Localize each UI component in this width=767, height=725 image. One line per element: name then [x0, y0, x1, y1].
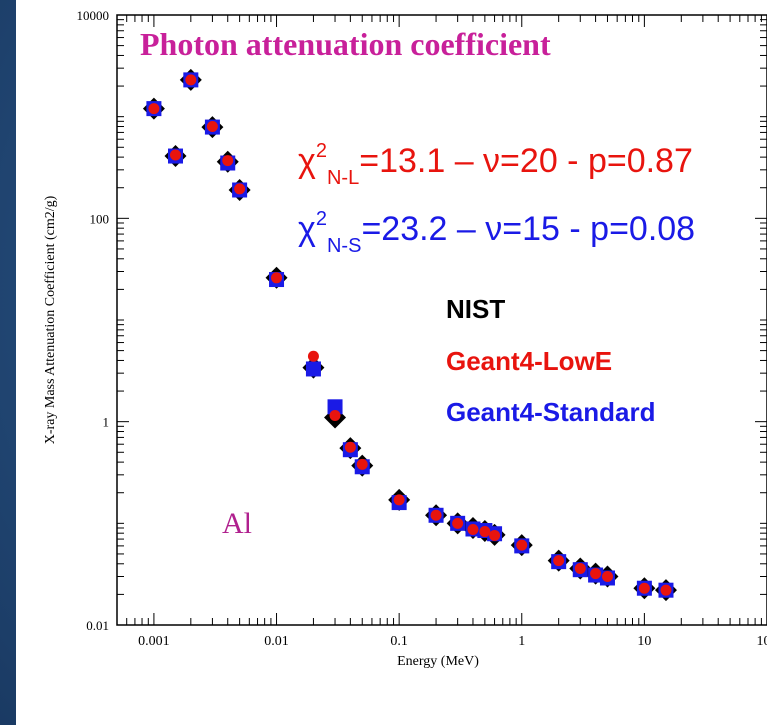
point-geant4-lowe	[452, 517, 464, 529]
point-geant4-standard	[305, 361, 321, 377]
point-geant4-lowe	[148, 103, 160, 115]
y-tick-label: 1	[103, 415, 110, 430]
point-geant4-lowe	[329, 409, 341, 421]
point-geant4-lowe	[479, 526, 491, 538]
point-geant4-lowe	[170, 149, 182, 161]
x-tick-label: 0.1	[390, 634, 408, 649]
chi-superscript: 2	[316, 140, 327, 162]
stat-text: =13.1 – ν=20 - p=0.87	[359, 142, 693, 180]
point-geant4-lowe	[574, 562, 586, 574]
point-geant4-lowe	[234, 183, 246, 195]
x-tick-label: 0.001	[138, 634, 170, 649]
svg-text:χ2N-L=13.1 – ν=20 - p=0.87: χ2N-L=13.1 – ν=20 - p=0.87	[298, 140, 693, 189]
point-geant4-standard	[327, 399, 343, 415]
y-tick-label: 100	[90, 211, 110, 226]
y-tick-label: 0.01	[86, 618, 109, 633]
point-geant4-lowe	[356, 458, 368, 470]
chi-square-stat-ns: χ2N-S=23.2 – ν=15 - p=0.08	[298, 208, 695, 257]
point-geant4-lowe	[660, 584, 672, 596]
point-geant4-lowe	[553, 555, 565, 567]
element-label: Al	[222, 507, 252, 540]
x-tick-label: 100	[757, 634, 767, 649]
point-geant4-lowe	[467, 523, 479, 535]
x-tick-label: 0.01	[264, 634, 289, 649]
point-geant4-lowe	[344, 441, 356, 453]
x-tick-label: 1	[518, 634, 525, 649]
point-geant4-lowe	[430, 509, 442, 521]
point-geant4-lowe	[393, 494, 405, 506]
axis-ticks	[116, 14, 767, 626]
y-axis-label: X-ray Mass Attenuation Coefficient (cm2/…	[43, 195, 58, 444]
point-geant4-lowe	[206, 121, 218, 133]
point-geant4-lowe	[590, 568, 602, 580]
point-geant4-lowe	[516, 539, 528, 551]
legend-item-geant4-lowe: Geant4-LowE	[446, 346, 612, 376]
point-geant4-lowe	[271, 272, 283, 284]
point-geant4-lowe	[489, 529, 501, 541]
y-tick-label: 10000	[77, 8, 110, 23]
legend-item-nist: NIST	[446, 294, 505, 324]
point-geant4-lowe	[638, 582, 650, 594]
chi-square-stat-nl: χ2N-L=13.1 – ν=20 - p=0.87	[298, 140, 693, 189]
svg-text:χ2N-S=23.2 – ν=15 - p=0.08: χ2N-S=23.2 – ν=15 - p=0.08	[298, 208, 695, 257]
attenuation-chart: 0.001 0.01 0.1 1 10 100 0.01 1 100 10000 X-ray Ma…	[43, 8, 767, 669]
data-points	[142, 68, 677, 602]
chi-symbol: χ	[298, 210, 316, 248]
tick-labels: 0.001 0.01 0.1 1 10 100 0.01 1 100 10000	[77, 8, 767, 649]
x-axis-label: Energy (MeV)	[397, 654, 479, 669]
point-geant4-lowe	[307, 350, 319, 362]
chi-symbol: χ	[298, 142, 316, 180]
point-geant4-lowe	[185, 74, 197, 86]
chi-subscript: N-L	[327, 167, 359, 189]
legend: NIST Geant4-LowE Geant4-Standard	[446, 294, 656, 427]
legend-item-geant4-standard: Geant4-Standard	[446, 397, 656, 427]
figure-panel: 0.001 0.01 0.1 1 10 100 0.01 1 100 10000 X-ray Ma…	[16, 0, 767, 725]
x-tick-label: 10	[637, 634, 651, 649]
point-geant4-lowe	[601, 570, 613, 582]
plot-frame	[116, 14, 767, 626]
chi-subscript: N-S	[327, 235, 361, 257]
chart-title: Photon attenuation coefficient	[140, 26, 551, 62]
chi-superscript: 2	[316, 208, 327, 230]
point-geant4-lowe	[222, 155, 234, 167]
stat-text: =23.2 – ν=15 - p=0.08	[361, 210, 695, 248]
